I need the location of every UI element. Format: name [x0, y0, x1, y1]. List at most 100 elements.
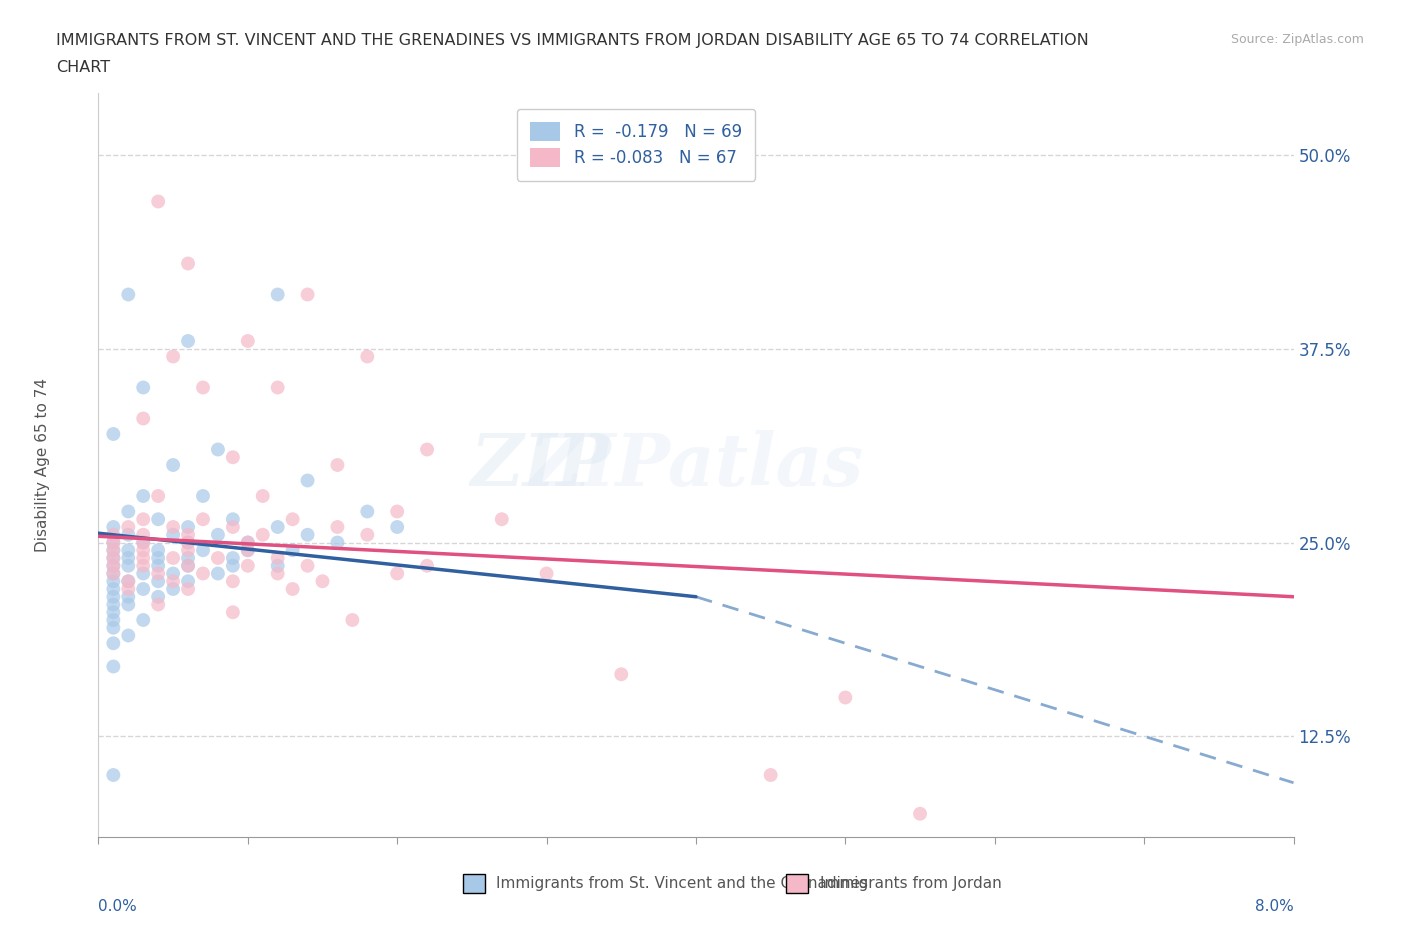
Point — [222, 574, 245, 589]
Point — [326, 535, 349, 550]
Point — [191, 566, 214, 581]
Point — [148, 551, 170, 565]
Point — [103, 604, 125, 619]
Point — [356, 527, 378, 542]
Point — [385, 520, 409, 535]
Point — [132, 581, 155, 596]
Point — [311, 574, 333, 589]
Point — [103, 551, 125, 565]
Point — [162, 520, 184, 535]
Point — [281, 543, 304, 558]
Point — [177, 527, 200, 542]
Point — [162, 574, 184, 589]
Point — [297, 527, 319, 542]
Point — [177, 558, 200, 573]
Point — [148, 566, 170, 581]
Point — [252, 527, 274, 542]
Point — [207, 566, 229, 581]
Point — [117, 520, 139, 535]
Point — [117, 543, 139, 558]
Text: ZIPatlas: ZIPatlas — [529, 430, 863, 500]
Point — [491, 512, 513, 526]
Point — [132, 527, 155, 542]
Point — [148, 574, 170, 589]
Point — [385, 566, 409, 581]
Point — [236, 334, 259, 349]
Legend: R =  -0.179   N = 69, R = -0.083   N = 67: R = -0.179 N = 69, R = -0.083 N = 67 — [517, 109, 755, 180]
Point — [236, 535, 259, 550]
Point — [267, 551, 290, 565]
Point — [267, 520, 290, 535]
Point — [267, 287, 290, 302]
Point — [103, 590, 125, 604]
Point — [267, 566, 290, 581]
Point — [103, 543, 125, 558]
Point — [148, 543, 170, 558]
Point — [117, 558, 139, 573]
Point — [132, 551, 155, 565]
Point — [117, 527, 139, 542]
Point — [103, 558, 125, 573]
Point — [103, 597, 125, 612]
Point — [103, 636, 125, 651]
Point — [177, 256, 200, 271]
Point — [908, 806, 931, 821]
Point — [103, 581, 125, 596]
Point — [103, 659, 125, 674]
Text: 0.0%: 0.0% — [98, 899, 138, 914]
Point — [416, 558, 439, 573]
Point — [132, 488, 155, 503]
Point — [191, 543, 214, 558]
Text: Source: ZipAtlas.com: Source: ZipAtlas.com — [1230, 33, 1364, 46]
Point — [536, 566, 558, 581]
Point — [207, 527, 229, 542]
Point — [177, 574, 200, 589]
Point — [148, 558, 170, 573]
Point — [342, 613, 364, 628]
Point — [103, 566, 125, 581]
Point — [117, 287, 139, 302]
Point — [148, 590, 170, 604]
Point — [834, 690, 856, 705]
Point — [610, 667, 633, 682]
Point — [177, 581, 200, 596]
Point — [117, 628, 139, 643]
Point — [207, 442, 229, 457]
Point — [191, 380, 214, 395]
Point — [759, 767, 782, 782]
Point — [103, 535, 125, 550]
Point — [103, 767, 125, 782]
Point — [222, 551, 245, 565]
Point — [148, 488, 170, 503]
Point — [297, 473, 319, 488]
Point — [177, 551, 200, 565]
Point — [177, 543, 200, 558]
Point — [222, 450, 245, 465]
Point — [252, 488, 274, 503]
Point — [356, 349, 378, 364]
Point — [297, 558, 319, 573]
Y-axis label: Disability Age 65 to 74: Disability Age 65 to 74 — [35, 378, 49, 552]
Point — [236, 543, 259, 558]
Point — [222, 604, 245, 619]
Point — [103, 527, 125, 542]
Point — [177, 535, 200, 550]
Point — [162, 458, 184, 472]
Text: IMMIGRANTS FROM ST. VINCENT AND THE GRENADINES VS IMMIGRANTS FROM JORDAN DISABIL: IMMIGRANTS FROM ST. VINCENT AND THE GREN… — [56, 33, 1090, 47]
Point — [191, 488, 214, 503]
Point — [236, 535, 259, 550]
Point — [132, 411, 155, 426]
Point — [385, 504, 409, 519]
Point — [117, 551, 139, 565]
Point — [103, 558, 125, 573]
Point — [162, 349, 184, 364]
Point — [326, 458, 349, 472]
Point — [117, 581, 139, 596]
Point — [177, 520, 200, 535]
Text: Immigrants from St. Vincent and the Grenadines: Immigrants from St. Vincent and the Gren… — [496, 876, 869, 891]
Point — [416, 442, 439, 457]
Point — [148, 512, 170, 526]
Point — [177, 535, 200, 550]
Point — [177, 558, 200, 573]
Point — [162, 566, 184, 581]
